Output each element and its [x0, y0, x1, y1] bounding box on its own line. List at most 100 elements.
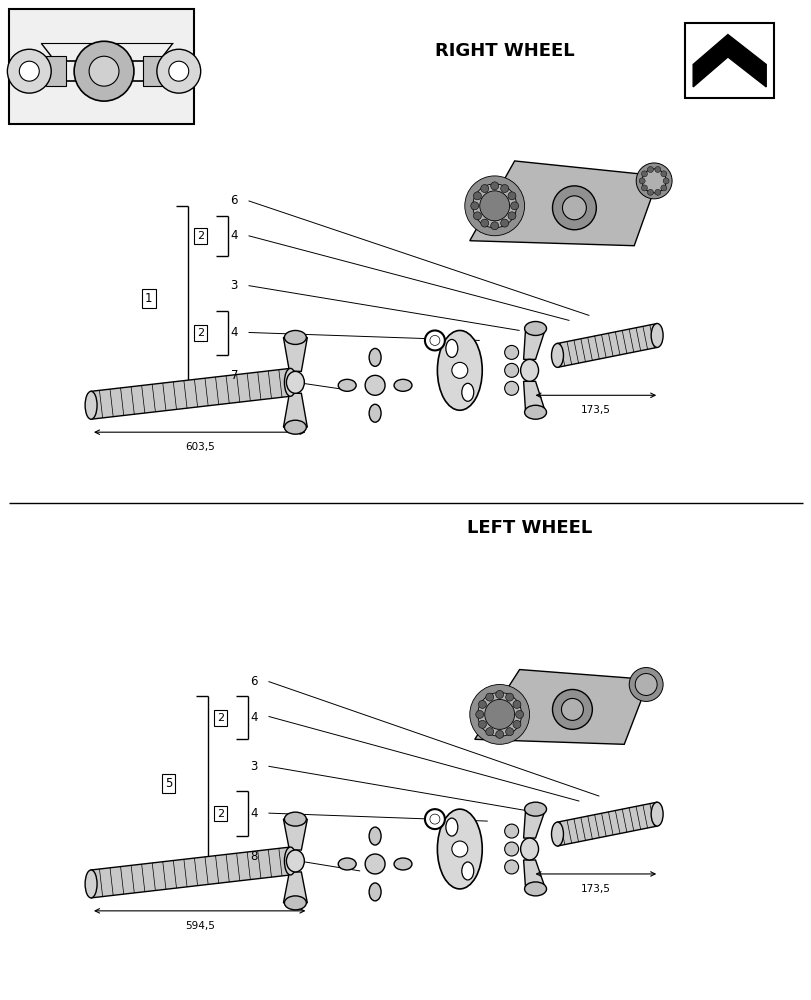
Polygon shape	[91, 847, 290, 898]
Polygon shape	[557, 323, 656, 367]
Ellipse shape	[524, 405, 546, 419]
Circle shape	[477, 692, 521, 736]
Circle shape	[642, 169, 665, 193]
Ellipse shape	[461, 862, 473, 880]
Ellipse shape	[445, 818, 457, 836]
Circle shape	[660, 171, 666, 177]
Text: 1: 1	[145, 292, 152, 305]
Bar	[684, 23, 773, 98]
Circle shape	[636, 163, 672, 199]
Circle shape	[478, 700, 486, 708]
Ellipse shape	[286, 850, 304, 872]
Text: LEFT WHEEL: LEFT WHEEL	[466, 519, 591, 537]
Circle shape	[495, 730, 503, 738]
Circle shape	[513, 700, 521, 708]
Circle shape	[451, 362, 467, 378]
Text: 6: 6	[230, 194, 238, 207]
Circle shape	[641, 171, 646, 177]
Ellipse shape	[369, 827, 380, 845]
Ellipse shape	[437, 330, 482, 410]
Ellipse shape	[520, 838, 538, 860]
Bar	[10, 9, 194, 124]
Text: 603,5: 603,5	[185, 442, 214, 452]
Ellipse shape	[85, 391, 97, 419]
Circle shape	[475, 710, 483, 718]
Polygon shape	[523, 809, 545, 838]
Circle shape	[515, 710, 523, 718]
Text: 173,5: 173,5	[580, 405, 610, 415]
Circle shape	[551, 186, 595, 230]
Ellipse shape	[551, 822, 563, 846]
Circle shape	[470, 684, 529, 744]
Circle shape	[473, 192, 481, 200]
Text: 5: 5	[165, 777, 172, 790]
Circle shape	[479, 191, 509, 221]
Ellipse shape	[365, 375, 384, 395]
Circle shape	[510, 202, 518, 210]
Ellipse shape	[286, 371, 304, 393]
Circle shape	[490, 222, 498, 230]
Text: 3: 3	[251, 760, 258, 773]
Circle shape	[504, 363, 518, 377]
Circle shape	[654, 189, 660, 195]
Circle shape	[472, 184, 516, 228]
Ellipse shape	[650, 323, 663, 347]
Polygon shape	[474, 670, 648, 744]
Text: 4: 4	[230, 229, 238, 242]
Circle shape	[495, 690, 503, 698]
Circle shape	[424, 809, 444, 829]
Text: 4: 4	[251, 711, 258, 724]
Ellipse shape	[393, 379, 411, 391]
Polygon shape	[523, 860, 545, 889]
Ellipse shape	[551, 343, 563, 367]
Ellipse shape	[369, 348, 380, 366]
Circle shape	[508, 212, 515, 220]
Circle shape	[89, 56, 119, 86]
Circle shape	[485, 693, 493, 701]
Circle shape	[485, 728, 493, 736]
Ellipse shape	[369, 404, 380, 422]
Circle shape	[660, 185, 666, 191]
Polygon shape	[523, 328, 545, 359]
Circle shape	[424, 330, 444, 350]
Circle shape	[19, 61, 39, 81]
Circle shape	[484, 699, 514, 729]
Circle shape	[562, 196, 586, 220]
Circle shape	[500, 185, 508, 193]
Circle shape	[646, 167, 653, 172]
Circle shape	[551, 689, 592, 729]
Circle shape	[451, 841, 467, 857]
Polygon shape	[523, 381, 545, 412]
Bar	[46, 56, 66, 86]
Circle shape	[429, 335, 440, 345]
Ellipse shape	[284, 368, 296, 396]
Ellipse shape	[524, 802, 546, 816]
Polygon shape	[91, 368, 290, 419]
Circle shape	[504, 860, 518, 874]
Circle shape	[473, 212, 481, 220]
Text: 2: 2	[197, 328, 204, 338]
Circle shape	[638, 178, 645, 184]
Circle shape	[504, 345, 518, 359]
Ellipse shape	[520, 359, 538, 381]
Ellipse shape	[445, 339, 457, 357]
Circle shape	[500, 219, 508, 227]
Circle shape	[504, 381, 518, 395]
Circle shape	[641, 185, 646, 191]
Ellipse shape	[365, 854, 384, 874]
Circle shape	[560, 698, 582, 720]
Text: 8: 8	[251, 850, 258, 863]
Circle shape	[157, 49, 200, 93]
Circle shape	[7, 49, 51, 93]
Circle shape	[169, 61, 188, 81]
Polygon shape	[557, 802, 656, 846]
Circle shape	[480, 219, 488, 227]
Circle shape	[513, 720, 521, 728]
Text: 2: 2	[217, 713, 224, 723]
Circle shape	[504, 824, 518, 838]
Text: 173,5: 173,5	[580, 884, 610, 894]
Ellipse shape	[284, 420, 306, 434]
Ellipse shape	[650, 802, 663, 826]
Circle shape	[480, 185, 488, 193]
Text: 6: 6	[251, 675, 258, 688]
